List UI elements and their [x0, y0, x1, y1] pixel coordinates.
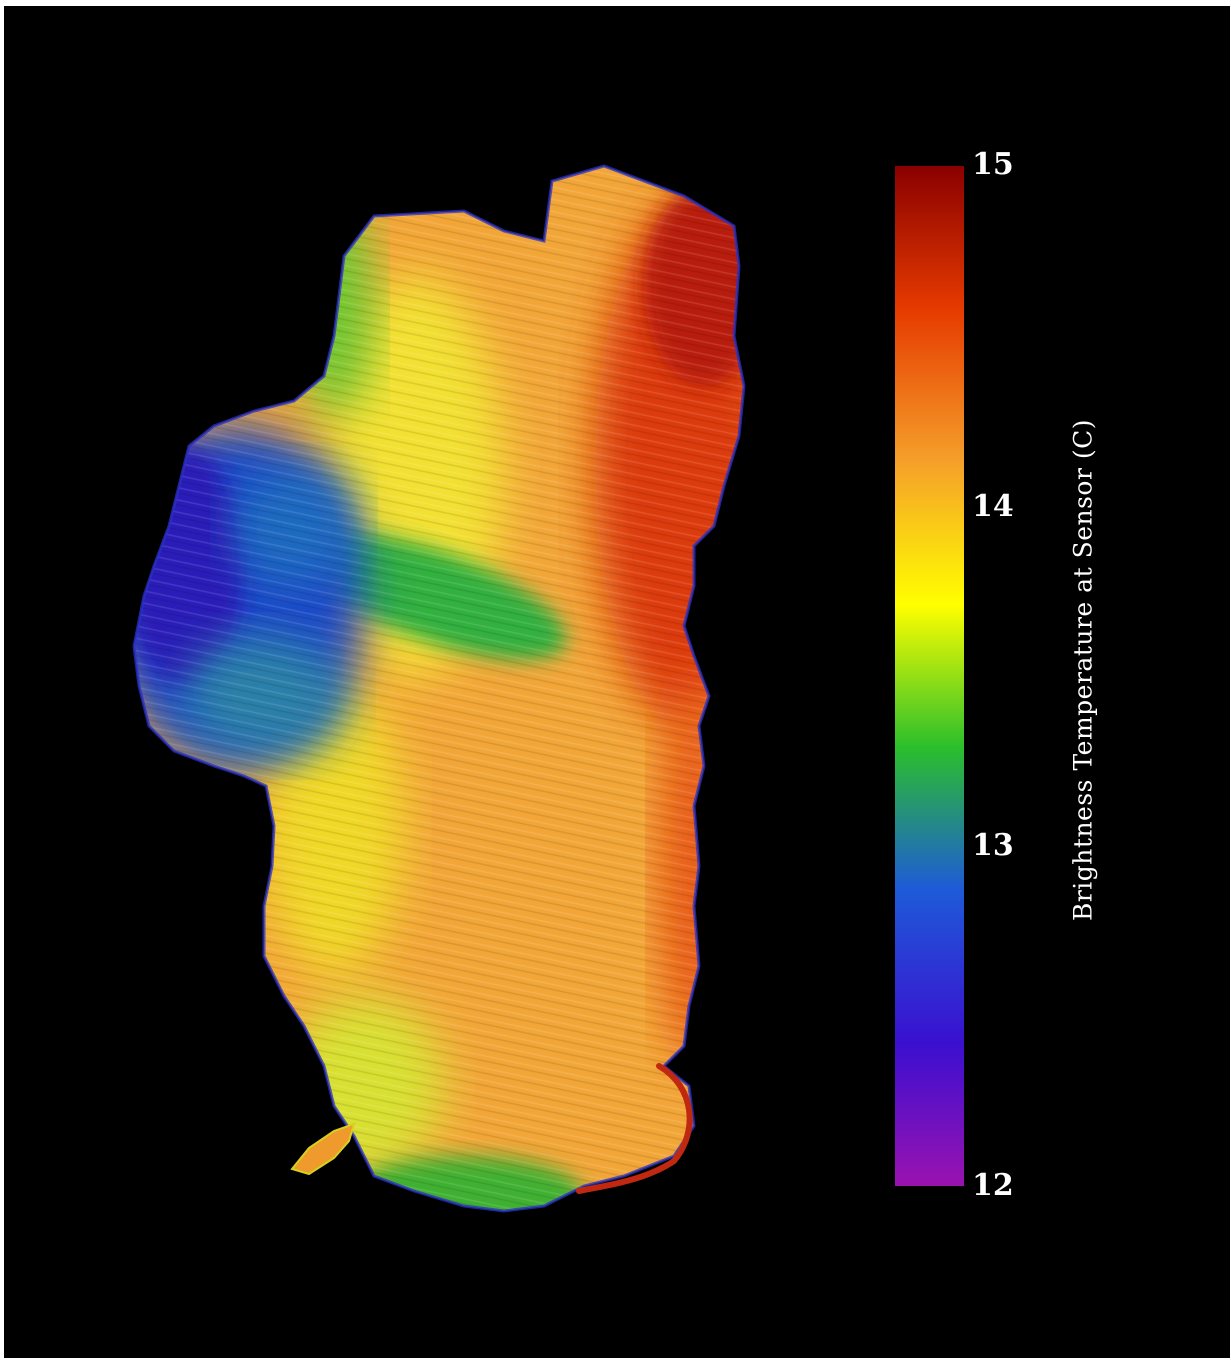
colorbar-tick-12: 12 — [972, 1168, 1014, 1203]
colorbar-title: Brightness Temperature at Sensor (C) — [1068, 418, 1098, 922]
lake-temperature-map — [132, 164, 746, 1213]
shore-warm-arc — [576, 1063, 693, 1194]
small-bay — [290, 1122, 356, 1176]
colorbar — [895, 166, 964, 1186]
colorbar-tick-15: 15 — [972, 147, 1014, 182]
colorbar-tick-13: 13 — [972, 828, 1014, 863]
thermal-image-frame — [4, 6, 1230, 1358]
lake-surface — [134, 166, 744, 1211]
colorbar-tick-14: 14 — [972, 489, 1014, 524]
